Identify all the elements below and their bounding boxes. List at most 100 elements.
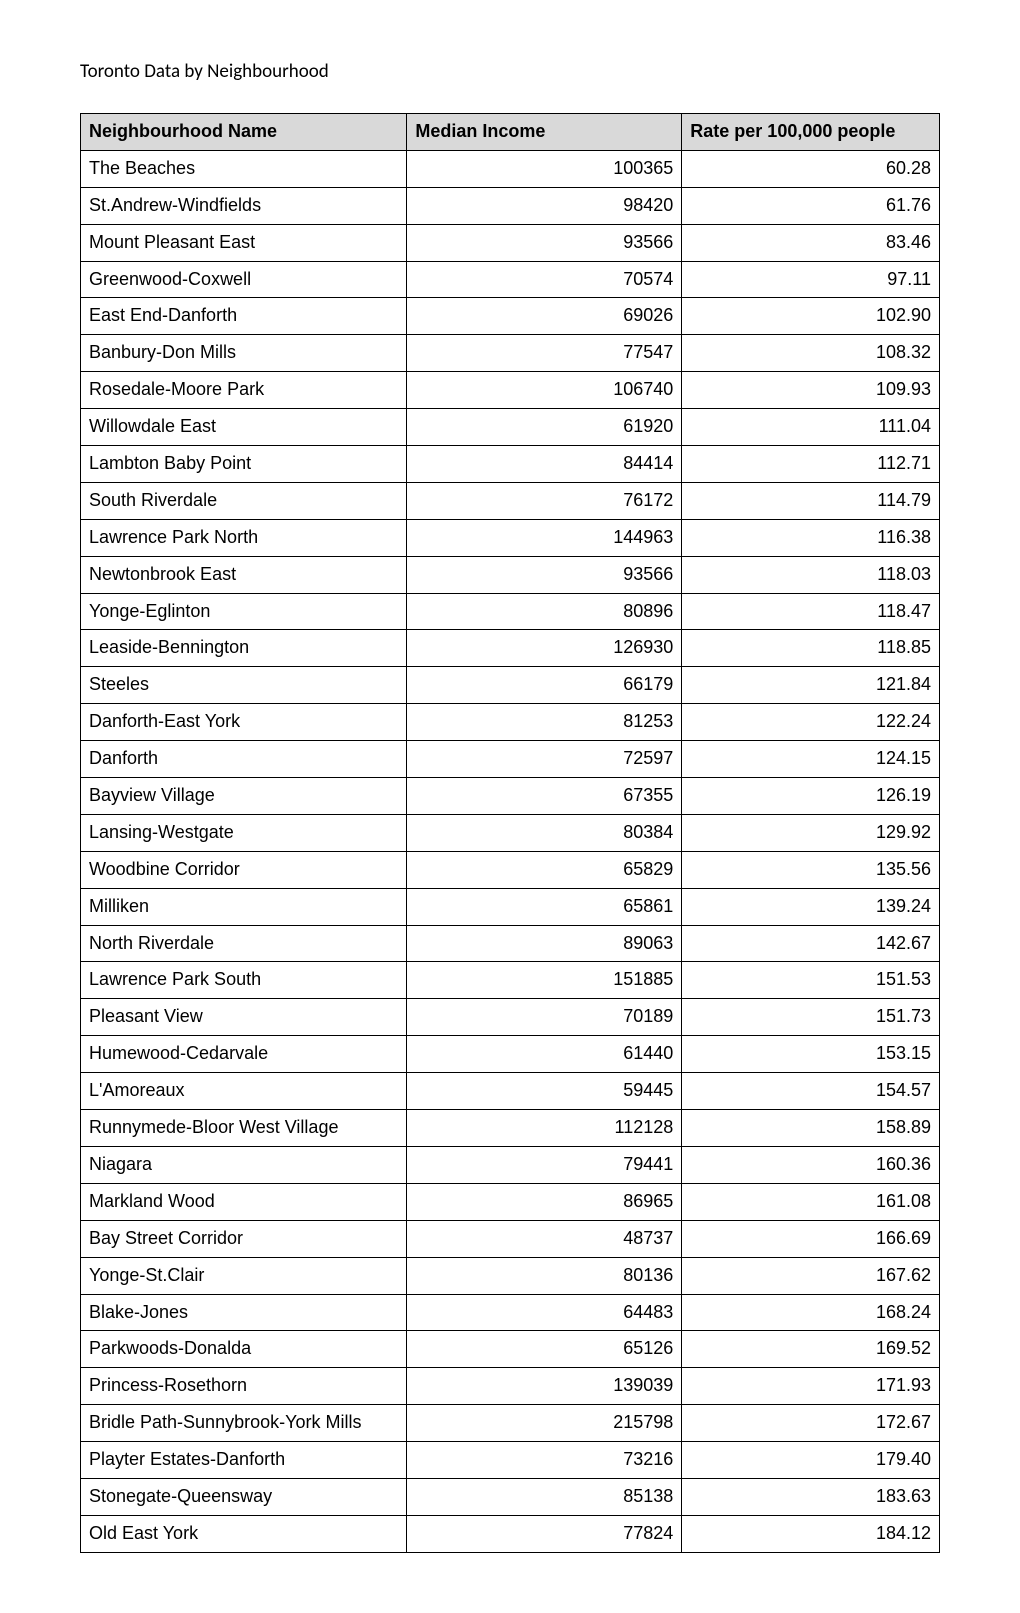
cell-name: Willowdale East <box>81 409 407 446</box>
cell-name: Bridle Path-Sunnybrook-York Mills <box>81 1405 407 1442</box>
cell-name: Runnymede-Bloor West Village <box>81 1110 407 1147</box>
table-row: Steeles66179121.84 <box>81 667 940 704</box>
cell-name: Niagara <box>81 1146 407 1183</box>
cell-rate: 114.79 <box>682 482 940 519</box>
cell-name: Greenwood-Coxwell <box>81 261 407 298</box>
table-row: Yonge-St.Clair80136167.62 <box>81 1257 940 1294</box>
cell-name: Mount Pleasant East <box>81 224 407 261</box>
table-row: Runnymede-Bloor West Village112128158.89 <box>81 1110 940 1147</box>
cell-rate: 122.24 <box>682 704 940 741</box>
table-row: Pleasant View70189151.73 <box>81 999 940 1036</box>
cell-income: 73216 <box>407 1442 682 1479</box>
cell-income: 139039 <box>407 1368 682 1405</box>
cell-rate: 151.53 <box>682 962 940 999</box>
table-row: Blake-Jones64483168.24 <box>81 1294 940 1331</box>
cell-income: 48737 <box>407 1220 682 1257</box>
cell-name: Humewood-Cedarvale <box>81 1036 407 1073</box>
cell-rate: 121.84 <box>682 667 940 704</box>
table-row: Newtonbrook East93566118.03 <box>81 556 940 593</box>
cell-name: Rosedale-Moore Park <box>81 372 407 409</box>
cell-income: 126930 <box>407 630 682 667</box>
cell-income: 76172 <box>407 482 682 519</box>
cell-income: 70574 <box>407 261 682 298</box>
cell-income: 61920 <box>407 409 682 446</box>
table-row: Banbury-Don Mills77547108.32 <box>81 335 940 372</box>
cell-rate: 112.71 <box>682 446 940 483</box>
cell-income: 151885 <box>407 962 682 999</box>
cell-name: L'Amoreaux <box>81 1073 407 1110</box>
table-row: Leaside-Bennington126930118.85 <box>81 630 940 667</box>
table-row: Danforth-East York81253122.24 <box>81 704 940 741</box>
cell-name: Princess-Rosethorn <box>81 1368 407 1405</box>
cell-income: 89063 <box>407 925 682 962</box>
cell-rate: 116.38 <box>682 519 940 556</box>
cell-income: 59445 <box>407 1073 682 1110</box>
cell-income: 112128 <box>407 1110 682 1147</box>
cell-name: Playter Estates-Danforth <box>81 1442 407 1479</box>
table-row: Bridle Path-Sunnybrook-York Mills2157981… <box>81 1405 940 1442</box>
table-row: Stonegate-Queensway85138183.63 <box>81 1478 940 1515</box>
cell-rate: 83.46 <box>682 224 940 261</box>
cell-rate: 118.47 <box>682 593 940 630</box>
cell-rate: 118.85 <box>682 630 940 667</box>
table-row: Yonge-Eglinton80896118.47 <box>81 593 940 630</box>
cell-name: Lawrence Park South <box>81 962 407 999</box>
col-header-rate: Rate per 100,000 people <box>682 114 940 151</box>
cell-income: 66179 <box>407 667 682 704</box>
cell-name: Old East York <box>81 1515 407 1552</box>
cell-rate: 139.24 <box>682 888 940 925</box>
cell-income: 84414 <box>407 446 682 483</box>
cell-rate: 126.19 <box>682 778 940 815</box>
cell-name: Parkwoods-Donalda <box>81 1331 407 1368</box>
cell-rate: 158.89 <box>682 1110 940 1147</box>
cell-name: The Beaches <box>81 150 407 187</box>
cell-name: Bay Street Corridor <box>81 1220 407 1257</box>
col-header-name: Neighbourhood Name <box>81 114 407 151</box>
cell-rate: 109.93 <box>682 372 940 409</box>
cell-rate: 171.93 <box>682 1368 940 1405</box>
cell-income: 67355 <box>407 778 682 815</box>
table-row: Parkwoods-Donalda65126169.52 <box>81 1331 940 1368</box>
cell-income: 215798 <box>407 1405 682 1442</box>
cell-income: 81253 <box>407 704 682 741</box>
cell-rate: 153.15 <box>682 1036 940 1073</box>
table-row: Lawrence Park South151885151.53 <box>81 962 940 999</box>
cell-income: 64483 <box>407 1294 682 1331</box>
cell-rate: 184.12 <box>682 1515 940 1552</box>
cell-name: Yonge-Eglinton <box>81 593 407 630</box>
cell-rate: 142.67 <box>682 925 940 962</box>
table-row: Greenwood-Coxwell7057497.11 <box>81 261 940 298</box>
table-row: Bay Street Corridor48737166.69 <box>81 1220 940 1257</box>
table-header-row: Neighbourhood Name Median Income Rate pe… <box>81 114 940 151</box>
cell-rate: 97.11 <box>682 261 940 298</box>
table-row: Mount Pleasant East9356683.46 <box>81 224 940 261</box>
cell-rate: 172.67 <box>682 1405 940 1442</box>
cell-income: 69026 <box>407 298 682 335</box>
cell-name: Leaside-Bennington <box>81 630 407 667</box>
table-row: Lawrence Park North144963116.38 <box>81 519 940 556</box>
neighbourhood-table: Neighbourhood Name Median Income Rate pe… <box>80 113 940 1553</box>
cell-income: 93566 <box>407 556 682 593</box>
cell-name: Pleasant View <box>81 999 407 1036</box>
cell-name: Yonge-St.Clair <box>81 1257 407 1294</box>
cell-income: 80136 <box>407 1257 682 1294</box>
cell-income: 98420 <box>407 187 682 224</box>
cell-income: 86965 <box>407 1183 682 1220</box>
table-row: Lansing-Westgate80384129.92 <box>81 814 940 851</box>
cell-rate: 183.63 <box>682 1478 940 1515</box>
cell-rate: 102.90 <box>682 298 940 335</box>
cell-name: Blake-Jones <box>81 1294 407 1331</box>
table-row: Rosedale-Moore Park106740109.93 <box>81 372 940 409</box>
table-row: The Beaches10036560.28 <box>81 150 940 187</box>
cell-income: 80384 <box>407 814 682 851</box>
cell-income: 106740 <box>407 372 682 409</box>
table-row: Playter Estates-Danforth73216179.40 <box>81 1442 940 1479</box>
page-title: Toronto Data by Neighbourhood <box>80 60 940 83</box>
table-row: Danforth72597124.15 <box>81 741 940 778</box>
cell-name: Danforth <box>81 741 407 778</box>
col-header-income: Median Income <box>407 114 682 151</box>
cell-name: Lambton Baby Point <box>81 446 407 483</box>
table-row: St.Andrew-Windfields9842061.76 <box>81 187 940 224</box>
cell-name: Lansing-Westgate <box>81 814 407 851</box>
table-row: Markland Wood86965161.08 <box>81 1183 940 1220</box>
